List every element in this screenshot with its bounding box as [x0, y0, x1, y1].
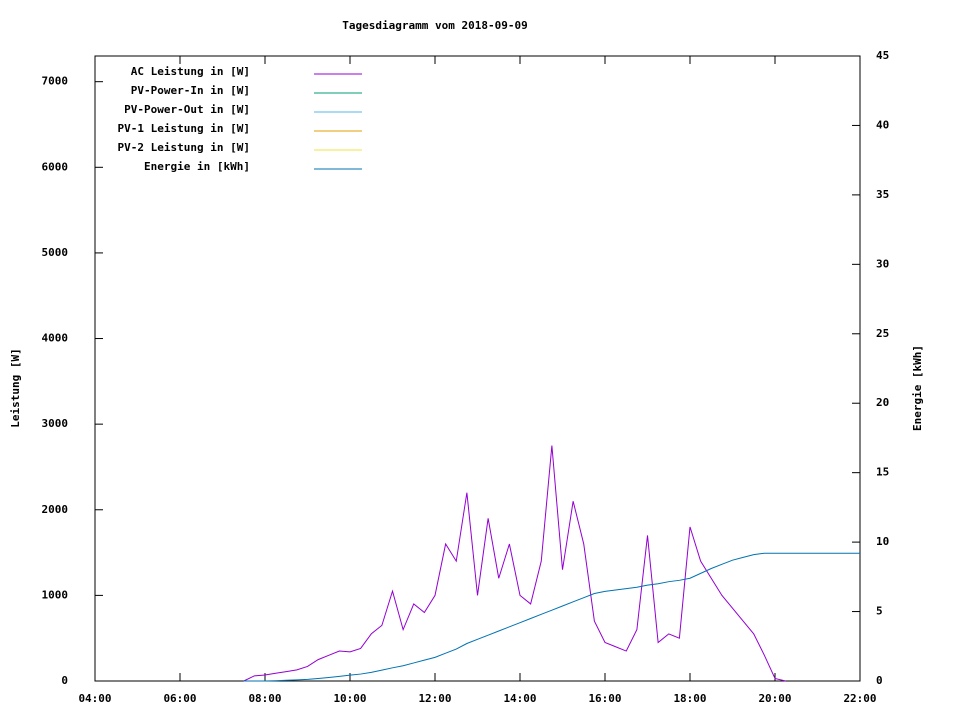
x-tick-label: 18:00 — [673, 692, 706, 705]
x-tick-label: 08:00 — [248, 692, 281, 705]
y-tick-label: 4000 — [42, 332, 69, 345]
y2-tick-label: 20 — [876, 396, 889, 409]
x-tick-label: 12:00 — [418, 692, 451, 705]
y-tick-label: 0 — [61, 674, 68, 687]
y2-tick-label: 15 — [876, 466, 889, 479]
x-tick-label: 16:00 — [588, 692, 621, 705]
y2-tick-label: 0 — [876, 674, 883, 687]
y-tick-label: 5000 — [42, 246, 69, 259]
data-line — [243, 445, 786, 682]
y2-tick-label: 30 — [876, 257, 889, 270]
legend-label: PV-Power-Out in [W] — [124, 103, 250, 116]
y-tick-label: 7000 — [42, 75, 69, 88]
y2-tick-label: 40 — [876, 118, 889, 131]
y-tick-label: 1000 — [42, 588, 69, 601]
y2-tick-label: 45 — [876, 49, 889, 62]
legend-label: Energie in [kWh] — [144, 160, 250, 173]
y-tick-label: 2000 — [42, 503, 69, 516]
x-tick-label: 20:00 — [758, 692, 791, 705]
chart-title: Tagesdiagramm vom 2018-09-09 — [342, 19, 527, 32]
y-tick-label: 3000 — [42, 417, 69, 430]
data-line — [243, 552, 860, 682]
x-tick-label: 04:00 — [78, 692, 111, 705]
y2-axis-label: Energie [kWh] — [911, 345, 924, 431]
plot-frame — [94, 55, 861, 682]
y-axis-label: Leistung [W] — [9, 348, 22, 427]
x-tick-label: 10:00 — [333, 692, 366, 705]
y2-tick-label: 5 — [876, 605, 883, 618]
legend-label: PV-2 Leistung in [W] — [118, 141, 250, 154]
x-tick-label: 06:00 — [163, 692, 196, 705]
legend-label: PV-1 Leistung in [W] — [118, 122, 250, 135]
y-tick-label: 6000 — [42, 160, 69, 173]
legend-label: AC Leistung in [W] — [131, 65, 250, 78]
y2-tick-label: 35 — [876, 188, 889, 201]
y2-tick-label: 10 — [876, 535, 889, 548]
x-tick-label: 22:00 — [843, 692, 876, 705]
x-tick-label: 14:00 — [503, 692, 536, 705]
legend-label: PV-Power-In in [W] — [131, 84, 250, 97]
y2-tick-label: 25 — [876, 327, 889, 340]
